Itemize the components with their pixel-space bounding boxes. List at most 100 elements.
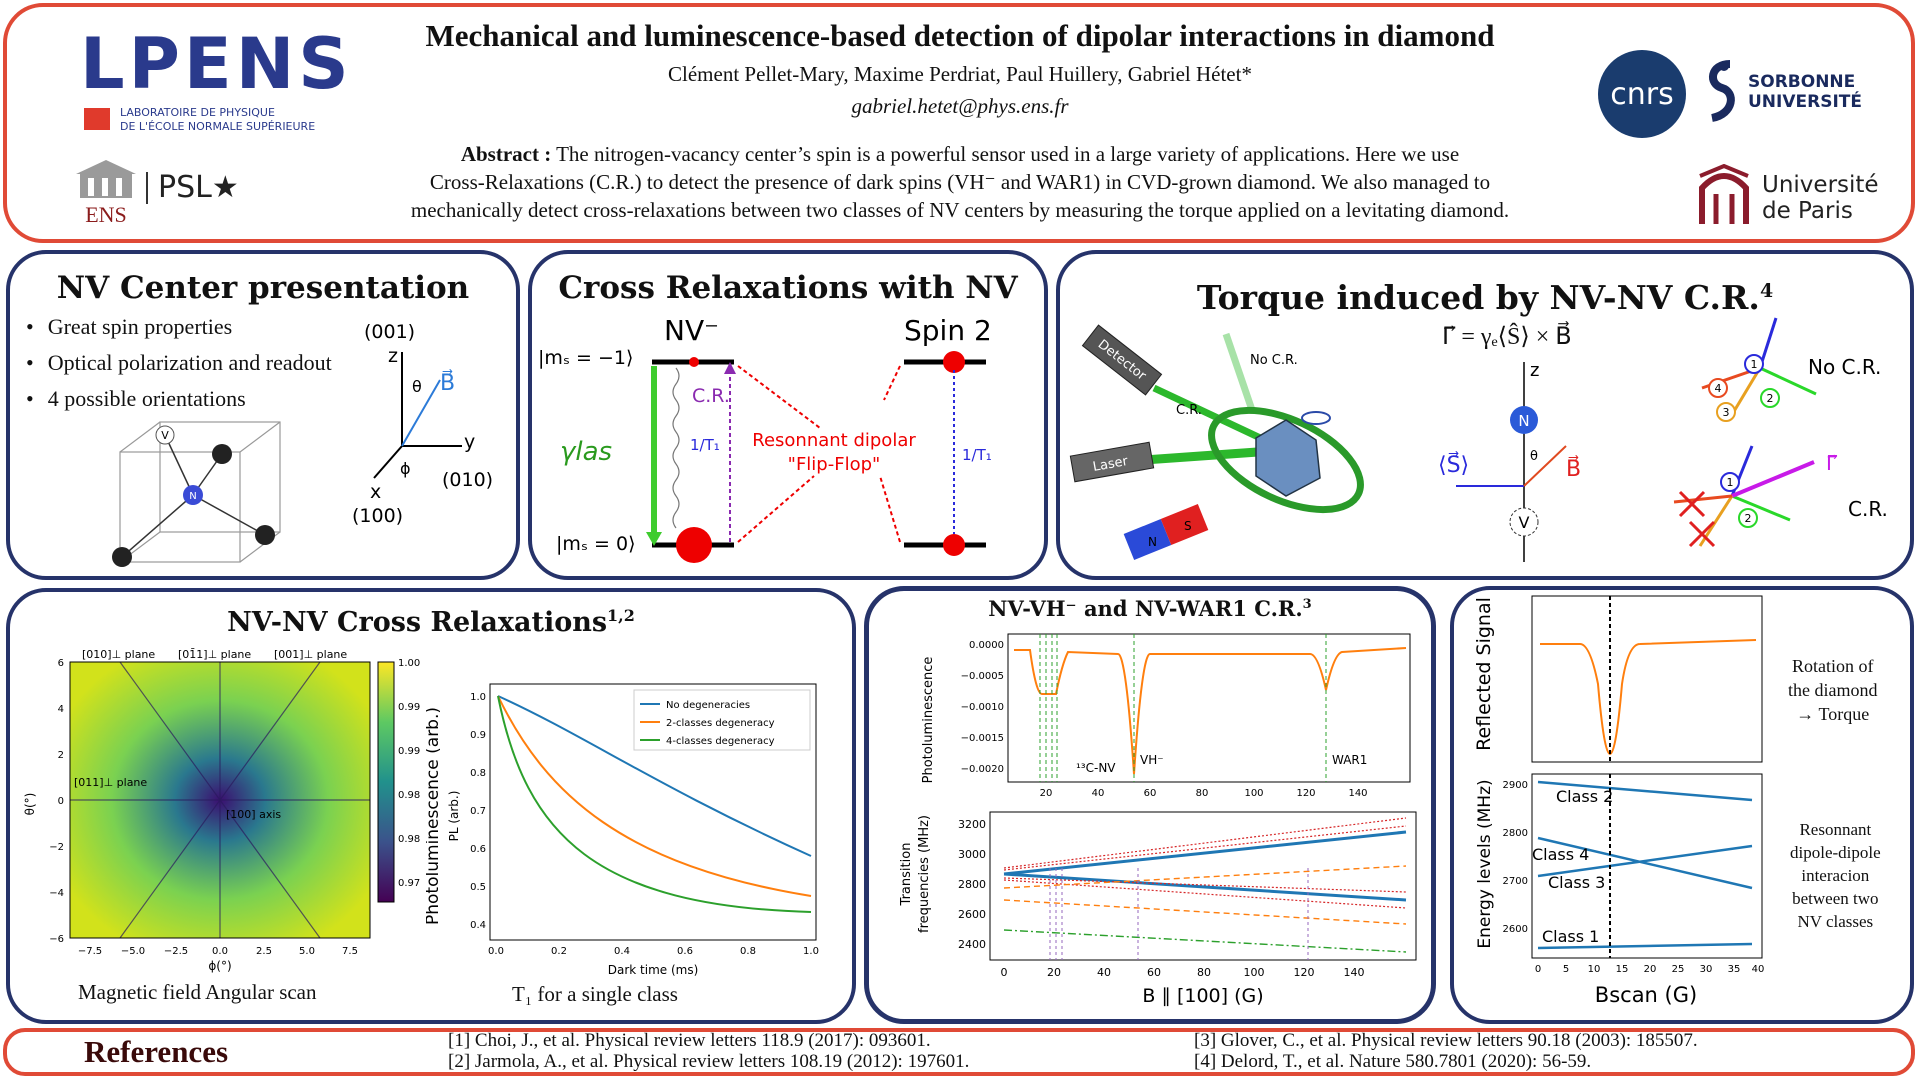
lpens-wordmark: LPENS bbox=[80, 23, 353, 105]
heatmap-frame bbox=[69, 661, 371, 939]
nitrogen-label-torque: N bbox=[1518, 412, 1529, 430]
carbon-atom-3 bbox=[255, 525, 275, 545]
paul-trap-ring bbox=[1208, 406, 1364, 514]
psl-divider bbox=[146, 172, 148, 204]
purple-markers bbox=[1049, 868, 1309, 960]
ytick: 0 bbox=[58, 796, 64, 807]
nitrogen-atom-torque bbox=[1510, 406, 1538, 434]
pl-xticks: 20 40 60 80 100 120 140 bbox=[1040, 788, 1368, 799]
xtick: 60 bbox=[1144, 788, 1157, 799]
series-no-degeneracies bbox=[497, 695, 812, 857]
angular-scan-heatmap: [010]⊥ plane [01̄1]⊥ plane [001]⊥ plane … bbox=[23, 648, 420, 973]
vacancy-label-torque: V bbox=[1519, 513, 1530, 532]
ens-wordmark: ENS bbox=[85, 202, 127, 227]
ms-0-label: |mₛ = 0⟩ bbox=[556, 533, 636, 555]
detector-box bbox=[1081, 324, 1163, 396]
cross-relax-panel bbox=[528, 250, 1048, 580]
cr-vectors: 1 2 bbox=[1673, 445, 1815, 548]
cbar-tick: 0.980 bbox=[398, 834, 420, 845]
t1-xlabel: Dark time (ms) bbox=[608, 963, 699, 977]
diamond-crystal bbox=[1255, 419, 1321, 497]
xtick: 140 bbox=[1348, 788, 1367, 799]
plane-010-label: [010]⊥ plane bbox=[82, 648, 155, 661]
torque-title-sup: 4 bbox=[1759, 280, 1774, 302]
authors: Clément Pellet-Mary, Maxime Perdriat, Pa… bbox=[668, 62, 1252, 86]
theta-label-torque: θ bbox=[1530, 449, 1538, 464]
no-cr-class-2: 2 bbox=[1767, 392, 1774, 405]
xtick: 7.5 bbox=[342, 946, 358, 957]
bullet-orientations: 4 possible orientations bbox=[26, 386, 332, 412]
ytick: 2400 bbox=[958, 938, 986, 951]
vacancy-torque bbox=[1509, 507, 1539, 537]
ytick: 0.9 bbox=[470, 730, 486, 741]
ytick: 4 bbox=[58, 704, 64, 715]
nv-lower-population bbox=[676, 527, 712, 563]
xtick: 40 bbox=[1092, 788, 1105, 799]
pl-vh-label: VH⁻ bbox=[1140, 753, 1164, 767]
references-title: References bbox=[84, 1034, 229, 1069]
ytick: −2 bbox=[49, 842, 64, 853]
t1-ylabel-inner: PL (arb.) bbox=[447, 791, 461, 842]
cr-arrowhead bbox=[724, 362, 736, 374]
ytick: −0.0005 bbox=[961, 671, 1004, 682]
magnet bbox=[1123, 504, 1209, 560]
psl-logo: PSL★ bbox=[158, 170, 239, 205]
plane-011-label: [011]⊥ plane bbox=[74, 776, 147, 789]
flip-flop-arrows bbox=[737, 365, 901, 543]
ytick: 2 bbox=[58, 750, 64, 761]
green-dashdot-line bbox=[1003, 929, 1407, 953]
nvnv-title-sup: 1,2 bbox=[607, 606, 635, 625]
nv-presentation-title: NV Center presentation bbox=[56, 270, 470, 306]
side-bottom-1: Resonnant bbox=[1799, 820, 1872, 839]
cbar-tick: 0.975 bbox=[398, 878, 420, 889]
pl-war-label: WAR1 bbox=[1332, 753, 1367, 767]
xtick: 60 bbox=[1147, 966, 1161, 979]
lpens-subtitle-1: LABORATOIRE DE PHYSIQUE bbox=[120, 106, 275, 119]
cross-relax-title: Cross Relaxations with NV bbox=[558, 270, 1018, 306]
xtick: 0.8 bbox=[740, 946, 756, 957]
plane-01m1-label: [01̄1]⊥ plane bbox=[178, 648, 251, 661]
s-label: ⟨S⃗⟩ bbox=[1438, 451, 1469, 478]
t1-ylabel-outer: Photoluminescence (arb.) bbox=[426, 707, 443, 925]
laser-box bbox=[1069, 441, 1155, 483]
flip-flop-label-1: Resonnant dipolar bbox=[752, 430, 916, 451]
pl-13c-label: ¹³C-NV bbox=[1076, 761, 1116, 775]
paris-logo: Université de Paris bbox=[1694, 163, 1894, 230]
ytick: −0.0015 bbox=[961, 733, 1004, 744]
nv-crystal-diagram: V N bbox=[112, 421, 281, 567]
cnrs-wordmark: cnrs bbox=[1610, 76, 1674, 112]
levitation-setup-diagram: Detector No C.R. C.R. Laser N S bbox=[1069, 324, 1364, 560]
email[interactable]: gabriel.hetet@phys.ens.fr bbox=[851, 94, 1069, 118]
heatmap-ylabel: θ(°) bbox=[23, 793, 37, 816]
references-right: [3] Glover, C., et al. Physical review l… bbox=[1194, 1030, 1698, 1072]
xtick: 0.6 bbox=[677, 946, 693, 957]
side-bottom-5: NV classes bbox=[1797, 912, 1874, 931]
nv-lower-transition bbox=[1003, 872, 1407, 902]
axis-100-heat-label: [100] axis bbox=[226, 808, 281, 821]
sorbonne-emblem-icon bbox=[1709, 60, 1735, 122]
xtick: 35 bbox=[1728, 964, 1741, 975]
heatmap-yticks: 6 4 2 0 −2 −4 −6 bbox=[49, 658, 64, 945]
xtick: 0.2 bbox=[551, 946, 567, 957]
no-cr-class-3: 3 bbox=[1723, 406, 1730, 419]
axis-100-label: (100) bbox=[352, 505, 403, 527]
colorbar-ticks: 1.000 0.995 0.990 0.985 0.980 0.975 bbox=[398, 658, 420, 889]
xtick: 0.4 bbox=[614, 946, 630, 957]
ytick: −6 bbox=[49, 934, 64, 945]
class-3-label: Class 3 bbox=[1548, 873, 1605, 892]
xtick: −2.5 bbox=[164, 946, 188, 957]
nv-t1-label: 1/T₁ bbox=[690, 436, 720, 454]
x-axis-line bbox=[373, 445, 403, 479]
t1-caption: T₁ for a single class bbox=[512, 982, 678, 1006]
tr-xlabel: B ∥ [100] (G) bbox=[1142, 985, 1263, 1007]
cr-class-1: 1 bbox=[1727, 476, 1734, 489]
cr-class-2: 2 bbox=[1745, 512, 1752, 525]
axis-010-label: (010) bbox=[442, 469, 493, 491]
nvnv-title: NV-NV Cross Relaxations1,2 bbox=[6, 606, 856, 638]
spin2-lower-population bbox=[943, 534, 965, 556]
nitrogen-label: N bbox=[189, 491, 196, 502]
t1-yticks: 1.0 0.9 0.8 0.7 0.6 0.5 0.4 bbox=[470, 692, 486, 931]
class-2-line bbox=[1537, 780, 1753, 802]
references-left: [1] Choi, J., et al. Physical review let… bbox=[448, 1030, 969, 1072]
xtick: 80 bbox=[1196, 788, 1209, 799]
